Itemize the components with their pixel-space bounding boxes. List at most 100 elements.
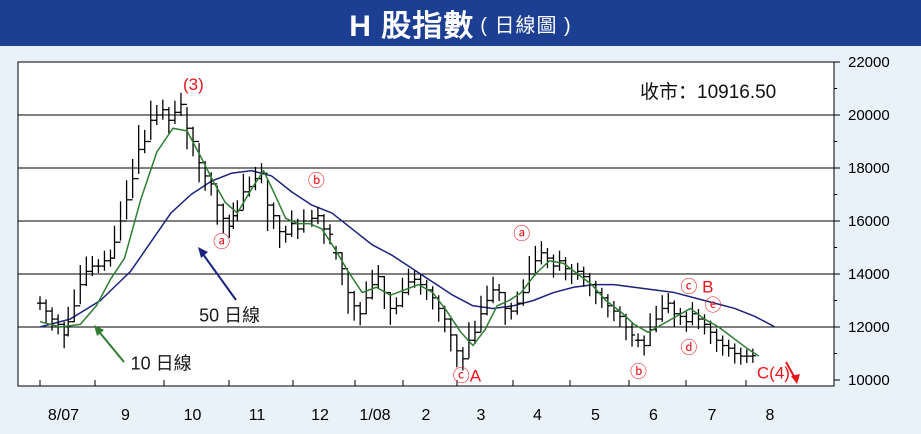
price-bar <box>520 279 527 306</box>
price-bar <box>375 264 382 289</box>
ma50-pointer-head <box>198 247 208 258</box>
x-tick-label: 1/08 <box>359 407 390 424</box>
price-bar <box>71 289 78 323</box>
y-axis-ticks: 10000 12000 14000 16000 18000 20000 22000 <box>834 54 890 389</box>
y-tick-label: 16000 <box>848 213 890 230</box>
price-bar <box>453 334 460 368</box>
title-bar: H 股指數 ( 日線圖 ) <box>0 0 921 46</box>
price-bar <box>83 256 90 287</box>
price-bar <box>526 255 533 294</box>
price-bar <box>556 250 563 271</box>
price-bar <box>671 300 678 327</box>
x-tick-label: 9 <box>121 407 130 424</box>
annotation-label: C(4) <box>757 364 790 383</box>
price-bar <box>629 323 636 347</box>
price-bar <box>135 125 142 180</box>
ma50-pointer <box>199 249 237 301</box>
x-tick-label: 10 <box>184 407 202 424</box>
price-bar <box>129 158 136 201</box>
price-bar <box>282 225 289 243</box>
price-bar <box>641 335 648 356</box>
price-bar <box>159 99 166 120</box>
price-bar <box>689 302 696 326</box>
price-bar <box>707 320 714 344</box>
annotations: (3) ⓐ ⓑ ⓒA ⓐ ⓑ ⓒ B ⓓ ⓔ C(4) 50 日線 10 日線 <box>131 75 790 386</box>
price-bar <box>111 225 118 259</box>
x-tick-label: 3 <box>477 407 486 424</box>
price-bar <box>749 348 756 363</box>
price-bar <box>177 92 184 117</box>
ma50-line <box>39 169 776 328</box>
ma10-line <box>39 127 760 357</box>
price-bar <box>544 248 551 269</box>
price-bar <box>393 297 400 315</box>
price-bar <box>502 291 509 325</box>
x-axis-ticks: 8/07 9 10 11 12 1/08 2 3 4 5 6 7 8 <box>39 380 775 424</box>
y-tick-label: 10000 <box>848 372 890 389</box>
close-label: 收市：10916.50 <box>640 81 776 103</box>
price-bar <box>171 100 178 125</box>
price-bar <box>363 281 370 315</box>
price-bar <box>141 129 148 154</box>
price-bar <box>196 140 203 183</box>
price-bar <box>405 268 412 296</box>
price-bar <box>659 295 666 322</box>
price-bar <box>369 269 376 300</box>
annotation-label: ⓒA <box>453 366 482 385</box>
ma10-group <box>39 127 760 357</box>
x-tick-label: 5 <box>591 407 600 424</box>
price-bar <box>43 299 50 323</box>
price-bar <box>471 320 478 344</box>
price-bar <box>288 210 295 237</box>
price-bar <box>123 180 130 222</box>
x-tick-label: 6 <box>649 407 658 424</box>
c4-arrow-head <box>791 374 800 384</box>
price-bar <box>429 286 436 310</box>
price-bar <box>635 333 642 348</box>
price-bar <box>184 103 190 150</box>
price-bar <box>580 266 587 287</box>
price-bar <box>300 209 307 233</box>
x-tick-label: 8 <box>766 407 775 424</box>
y-tick-label: 14000 <box>848 266 890 283</box>
price-bar <box>538 241 545 265</box>
price-bar <box>220 203 227 234</box>
price-bar <box>153 104 160 126</box>
price-bar <box>339 252 346 286</box>
annotation-label: 50 日線 <box>199 306 260 326</box>
price-bar <box>713 328 720 352</box>
price-bar <box>117 201 124 243</box>
price-bar <box>101 250 108 271</box>
price-bar <box>484 285 491 316</box>
price-bar <box>478 295 484 333</box>
price-bar <box>725 339 732 357</box>
ma-label-pointers <box>94 247 800 384</box>
annotation-label: ⓓ <box>680 339 697 358</box>
price-bar <box>55 314 62 335</box>
plot-area <box>17 61 835 387</box>
price-bar <box>417 274 424 295</box>
price-bar <box>357 302 364 326</box>
price-bar <box>95 259 102 273</box>
price-bar <box>351 290 358 321</box>
price-bar <box>49 307 56 331</box>
x-tick-label: 7 <box>708 407 717 424</box>
price-bar <box>665 293 672 314</box>
ma10-pointer <box>95 327 125 363</box>
price-bar <box>743 349 750 364</box>
price-bar <box>550 254 557 278</box>
annotation-label: ⓔ <box>705 296 722 315</box>
price-bar <box>65 306 72 337</box>
ma10-pointer-head <box>94 325 104 336</box>
price-bar <box>411 270 418 288</box>
x-tick-label: 11 <box>249 407 266 424</box>
y-tick-label: 22000 <box>848 54 890 71</box>
price-bar <box>447 318 454 352</box>
price-bar <box>165 107 172 134</box>
annotation-label: ⓐ <box>513 225 530 244</box>
price-bar <box>496 284 503 302</box>
annotation-label: (3) <box>183 75 204 94</box>
price-bar <box>683 311 690 332</box>
x-tick-label: 8/07 <box>48 407 79 424</box>
